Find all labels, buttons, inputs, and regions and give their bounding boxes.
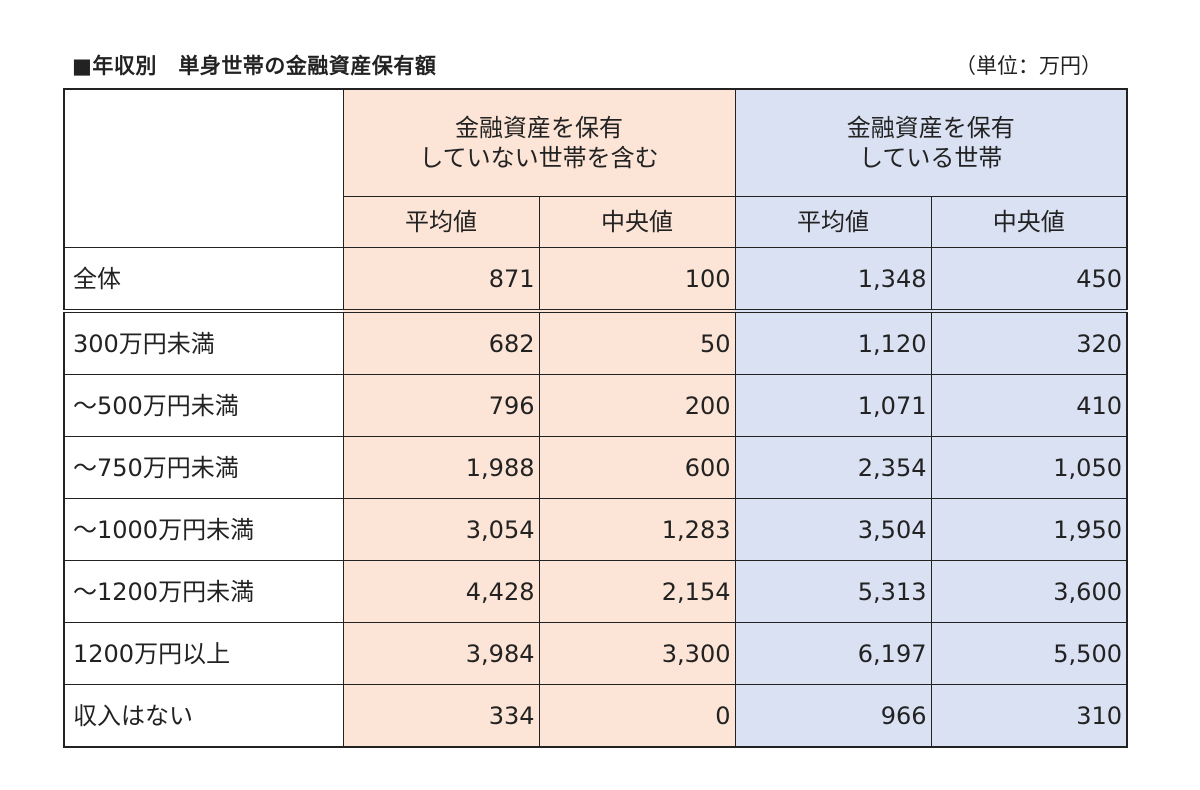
row-label: 300万円未満 (63, 310, 344, 375)
group-header-line1: 金融資産を保有 (455, 114, 623, 142)
value-cell: 2,354 (734, 436, 932, 499)
group-header-line1: 金融資産を保有 (846, 114, 1015, 142)
value-cell: 5,313 (734, 560, 932, 623)
value-cell: 6,197 (734, 622, 932, 685)
row-label: 収入はない (63, 684, 344, 748)
row-label: ～1200万円未満 (63, 560, 344, 623)
value-cell: 310 (930, 684, 1128, 748)
value-cell: 410 (930, 374, 1128, 437)
table-row: ～1000万円未満 3,054 1,283 3,504 1,950 (63, 498, 1128, 561)
sub-header-mean: 平均値 (342, 196, 540, 248)
value-cell: 1,988 (342, 436, 540, 499)
value-cell: 3,504 (734, 498, 932, 561)
corner-cell (63, 88, 344, 248)
row-label: 1200万円以上 (63, 622, 344, 685)
row-label: ～1000万円未満 (63, 498, 344, 561)
value-cell: 600 (538, 436, 736, 499)
value-cell: 3,600 (930, 560, 1128, 623)
value-cell: 1,348 (734, 247, 932, 313)
value-cell: 50 (538, 310, 736, 375)
value-cell: 1,050 (930, 436, 1128, 499)
group-header-incl-none: 金融資産を保有 していない世帯を含む (342, 88, 736, 197)
asset-table: 金融資産を保有 していない世帯を含む 金融資産を保有 している世帯 平均値 中央… (63, 88, 1128, 748)
value-cell: 100 (538, 247, 736, 313)
value-cell: 0 (538, 684, 736, 748)
value-cell: 334 (342, 684, 540, 748)
value-cell: 1,120 (734, 310, 932, 375)
value-cell: 450 (930, 247, 1128, 313)
value-cell: 3,300 (538, 622, 736, 685)
value-cell: 3,984 (342, 622, 540, 685)
table-row: 300万円未満 682 50 1,120 320 (63, 310, 1128, 375)
value-cell: 966 (734, 684, 932, 748)
value-cell: 1,071 (734, 374, 932, 437)
value-cell: 2,154 (538, 560, 736, 623)
sub-header-median: 中央値 (538, 196, 736, 248)
value-cell: 682 (342, 310, 540, 375)
sub-header-mean: 平均値 (734, 196, 932, 248)
group-header-line2: している世帯 (859, 144, 1003, 172)
row-label: ～500万円未満 (63, 374, 344, 437)
table-body: 全体 871 100 1,348 450 300万円未満 682 50 1,120 320 ～500… (63, 247, 1128, 748)
table-row: 全体 871 100 1,348 450 (63, 247, 1128, 313)
table-row: 収入はない 334 0 966 310 (63, 684, 1128, 748)
value-cell: 1,950 (930, 498, 1128, 561)
group-header-holding: 金融資産を保有 している世帯 (734, 88, 1128, 197)
group-header-line2: していない世帯を含む (419, 144, 659, 172)
unit-note: （単位：万円） (955, 54, 1102, 78)
value-cell: 796 (342, 374, 540, 437)
row-label: 全体 (63, 247, 344, 313)
table-row: ～1200万円未満 4,428 2,154 5,313 3,600 (63, 560, 1128, 623)
table-title: ■年収別 単身世帯の金融資産保有額 (72, 54, 437, 78)
value-cell: 200 (538, 374, 736, 437)
value-cell: 1,283 (538, 498, 736, 561)
value-cell: 871 (342, 247, 540, 313)
table-row: ～500万円未満 796 200 1,071 410 (63, 374, 1128, 437)
value-cell: 3,054 (342, 498, 540, 561)
table-row: ～750万円未満 1,988 600 2,354 1,050 (63, 436, 1128, 499)
row-label: ～750万円未満 (63, 436, 344, 499)
table-row: 1200万円以上 3,984 3,300 6,197 5,500 (63, 622, 1128, 685)
value-cell: 320 (930, 310, 1128, 375)
sub-header-median: 中央値 (930, 196, 1128, 248)
value-cell: 5,500 (930, 622, 1128, 685)
value-cell: 4,428 (342, 560, 540, 623)
